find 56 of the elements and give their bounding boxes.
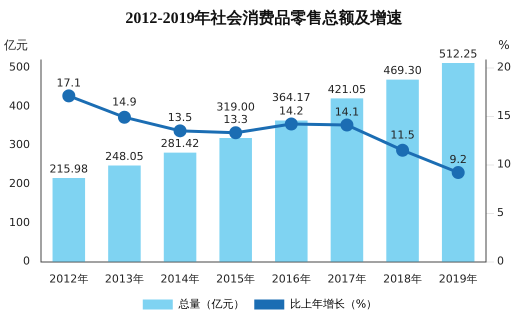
y2-tick-label: 15: [497, 109, 512, 122]
data-label: 17.1: [56, 76, 82, 90]
x-tick-label: 2012年: [49, 272, 88, 286]
bar: [52, 178, 86, 262]
x-tick-label: 2016年: [272, 272, 311, 286]
x-tick-label: 2019年: [438, 272, 478, 286]
point: [229, 126, 242, 140]
y-tick-label: 200: [8, 177, 30, 190]
bar: [386, 80, 419, 262]
y2-tick-label: 10: [497, 158, 512, 171]
data-label: 319.00: [216, 100, 255, 114]
bar: [219, 138, 252, 262]
y2-tick-label: 20: [497, 60, 512, 74]
y-tick-label: 0: [22, 254, 30, 268]
data-label: 13.3: [223, 113, 248, 126]
y-tick-label: 300: [8, 138, 30, 152]
bar: [108, 166, 141, 262]
legend-label: 总量（亿元）: [177, 297, 244, 310]
bar: [442, 63, 474, 262]
data-label: 281.42: [160, 136, 200, 150]
bar: [275, 120, 308, 262]
y2-tick-label: 0: [497, 254, 504, 268]
bar: [164, 152, 196, 262]
data-label: 14.2: [279, 104, 304, 118]
data-label: 421.05: [328, 82, 366, 96]
x-tick-label: 2013年: [104, 272, 144, 286]
point: [174, 124, 187, 138]
point: [284, 118, 298, 131]
y-tick-label: 100: [8, 216, 30, 229]
data-label: 13.5: [168, 111, 192, 124]
point: [118, 110, 131, 124]
x-tick-label: 2014年: [160, 272, 200, 286]
y-axis-title: 亿元: [3, 38, 28, 52]
data-label: 248.05: [105, 150, 144, 163]
chart-title: 2012-2019年社会消费品零售总额及增速: [124, 8, 404, 29]
data-label: 469.30: [383, 64, 422, 78]
y-tick-label: 400: [8, 99, 30, 112]
bar: [330, 98, 364, 262]
x-tick-label: 2015年: [216, 272, 256, 286]
data-label: 364.17: [272, 90, 311, 104]
y2-tick-label: 5: [497, 206, 504, 220]
y-tick-label: 500: [8, 60, 30, 74]
point: [62, 89, 76, 102]
data-label: 14.1: [334, 105, 360, 118]
x-tick-label: 2018年: [383, 272, 422, 286]
point: [452, 166, 465, 180]
y2-axis-title: %: [498, 38, 510, 52]
data-label: 215.98: [50, 162, 88, 176]
x-tick-label: 2017年: [327, 272, 366, 286]
point: [340, 118, 354, 132]
data-label: 14.9: [112, 96, 137, 109]
data-label: 9.2: [449, 152, 467, 166]
data-label: 512.25: [438, 47, 478, 60]
legend-label: 比上年增长（%）: [290, 297, 378, 310]
point: [396, 144, 410, 157]
data-label: 11.5: [390, 128, 415, 142]
